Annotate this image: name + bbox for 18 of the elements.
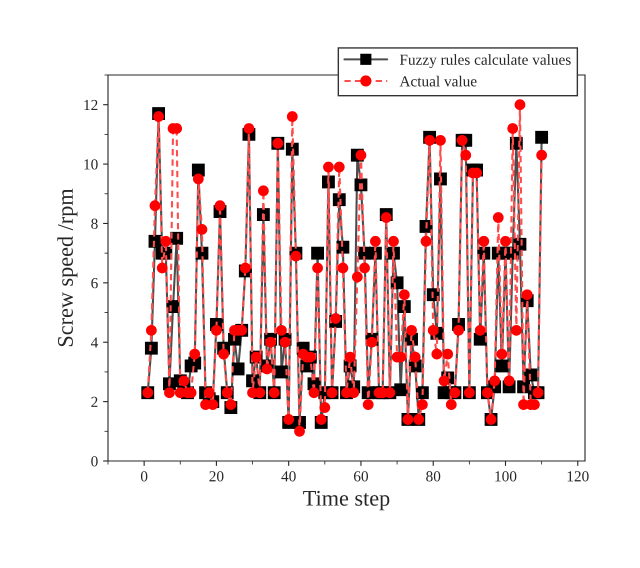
legend-label: Actual value: [400, 76, 477, 86]
x-axis-title: Time step: [303, 490, 390, 510]
y-tick-label: 10: [84, 159, 98, 170]
x-tick-label: 100: [495, 471, 516, 482]
x-tick-label: 0: [140, 471, 148, 482]
x-tick-label: 80: [426, 471, 440, 482]
x-tick-label: 20: [209, 471, 224, 482]
y-tick-label: 4: [90, 337, 98, 348]
y-tick-label: 2: [91, 396, 98, 407]
x-tick-label: 60: [354, 471, 368, 482]
y-tick-label: 0: [91, 456, 98, 466]
x-tick-label: 120: [568, 471, 589, 482]
y-axis-title: Screw speed /rpm: [57, 188, 78, 346]
legend-label: Fuzzy rules calculate values: [400, 54, 571, 68]
x-tick-label: 40: [281, 471, 296, 482]
y-tick-label: 8: [91, 218, 98, 229]
y-tick-label: 6: [91, 278, 98, 288]
y-tick-label: 12: [84, 100, 98, 110]
